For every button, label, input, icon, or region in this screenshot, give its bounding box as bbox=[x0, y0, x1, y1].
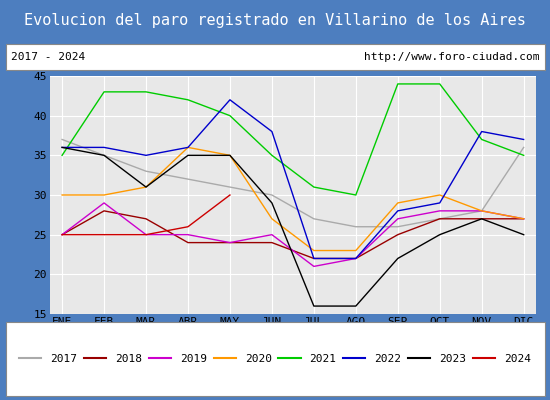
Legend: 2017, 2018, 2019, 2020, 2021, 2022, 2023, 2024: 2017, 2018, 2019, 2020, 2021, 2022, 2023… bbox=[15, 350, 535, 368]
Text: http://www.foro-ciudad.com: http://www.foro-ciudad.com bbox=[364, 52, 539, 62]
Text: Evolucion del paro registrado en Villarino de los Aires: Evolucion del paro registrado en Villari… bbox=[24, 14, 526, 28]
Text: 2017 - 2024: 2017 - 2024 bbox=[11, 52, 85, 62]
